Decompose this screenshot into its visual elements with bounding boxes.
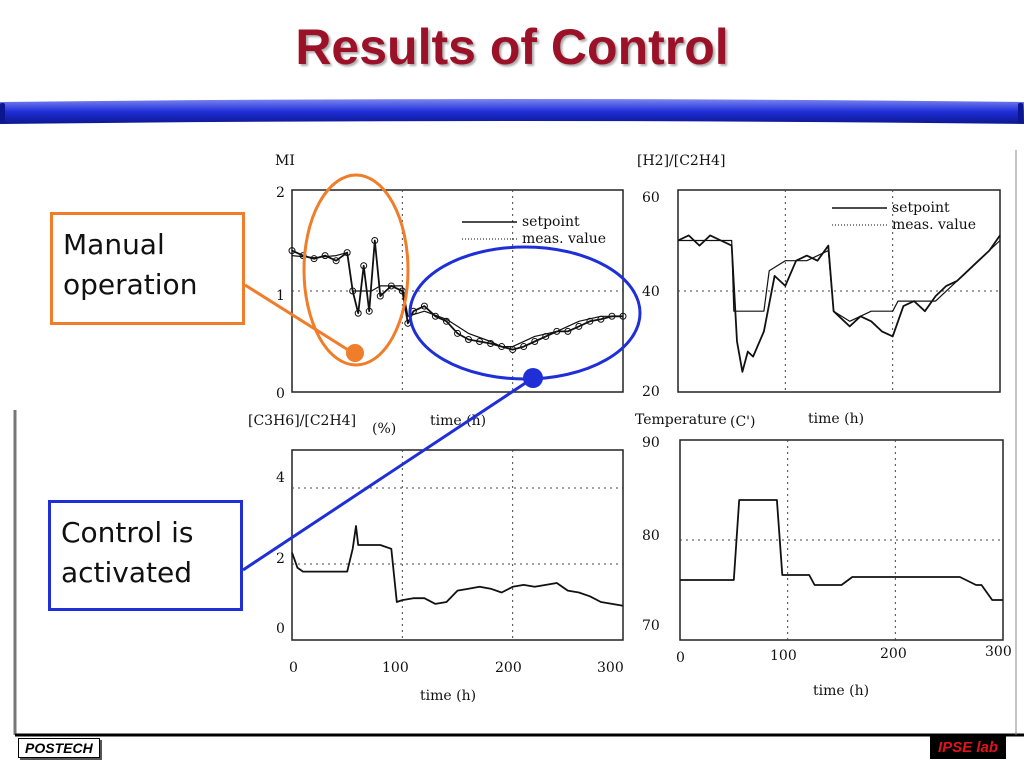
- chart-0-point-21: [476, 338, 484, 345]
- chart-2-ytick-0: 4: [276, 470, 285, 486]
- chart-0-point-25: [520, 343, 528, 351]
- chart-0-ytick-0: 2: [276, 185, 285, 201]
- chart-0-point-2: [310, 255, 318, 263]
- manual-operation-callout: Manual operation: [50, 212, 245, 325]
- chart-2-xtick-2: 200: [495, 660, 522, 676]
- slide-title: Results of Control: [295, 19, 729, 75]
- chart-3-unit: (C'): [730, 414, 755, 430]
- chart-2-series-0: [291, 525, 624, 607]
- chart-0-point-26: [531, 338, 539, 345]
- chart-0-point-5: [343, 249, 351, 257]
- chart-0-point-0: [288, 247, 296, 255]
- chart-1-legend-1: meas. value: [892, 217, 976, 233]
- chart-0-point-23: [498, 343, 506, 351]
- chart-3-ytick-1: 80: [642, 528, 660, 544]
- chart-0-point-7: [354, 309, 362, 317]
- chart-0-point-6: [349, 287, 357, 295]
- control-connector: [242, 376, 534, 572]
- chart-0-point-24: [509, 346, 517, 354]
- chart-0-ytick-2: 0: [276, 386, 285, 402]
- chart-0-point-28: [553, 327, 561, 335]
- chart-0-point-19: [454, 329, 461, 337]
- chart-0-point-32: [597, 315, 605, 323]
- chart-1-series-1: [677, 234, 1001, 373]
- chart-3-xtick-0: 0: [676, 650, 685, 666]
- manual-connector: [244, 283, 354, 355]
- chart-1-ytick-1: 40: [642, 284, 660, 300]
- chart-0-point-10: [371, 237, 379, 244]
- chart-0-point-3: [321, 252, 329, 260]
- postech-label: POSTECH: [18, 738, 100, 758]
- chart-0-point-9: [365, 307, 373, 315]
- chart-3-series-0: [680, 499, 1003, 601]
- chart-2-xtick-3: 300: [597, 660, 624, 676]
- chart-0-legend-1: meas. value: [522, 231, 606, 247]
- chart-0-point-18: [442, 317, 450, 325]
- chart-0-point-20: [465, 335, 473, 343]
- chart-0-point-29: [564, 327, 572, 335]
- chart-2-ytick-2: 0: [276, 621, 285, 637]
- chart-0-point-33: [608, 312, 616, 320]
- chart-3-ytick-0: 90: [642, 435, 660, 451]
- chart-3-xtick-1: 100: [770, 648, 797, 664]
- chart-0-ytick-1: 1: [276, 288, 285, 304]
- chart-0-point-30: [575, 322, 583, 330]
- chart-2-xlabel: time (h): [420, 688, 476, 704]
- chart-1-ytick-0: 60: [642, 190, 660, 206]
- chart-2-xtick-0: 0: [289, 660, 298, 676]
- chart-0-point-17: [431, 312, 439, 320]
- chart-0-point-22: [487, 340, 495, 348]
- chart-0-point-16: [420, 302, 428, 310]
- chart-2-title: [C3H6]/[C2H4]: [248, 413, 356, 429]
- chart-0-legend-0: setpoint: [522, 214, 580, 230]
- chart-3-ytick-2: 70: [642, 618, 660, 634]
- ipse-lab-label: IPSE lab: [929, 736, 1006, 759]
- chart-0-point-11: [376, 292, 384, 300]
- control-activated-callout: Control is activated: [48, 500, 243, 611]
- chart-0-series-1: [291, 239, 623, 351]
- control-ellipse: [408, 245, 642, 381]
- chart-2-xtick-1: 100: [382, 660, 409, 676]
- chart-2-unit: (%): [372, 421, 396, 437]
- chart-3-xtick-3: 300: [985, 644, 1012, 660]
- chart-0-point-34: [619, 312, 627, 320]
- chart-0-point-31: [586, 317, 594, 325]
- chart-0-point-27: [542, 332, 550, 340]
- chart-1-title: [H2]/[C2H4]: [637, 153, 725, 169]
- chart-0-point-4: [332, 257, 340, 265]
- chart-1-xlabel: time (h): [808, 411, 864, 427]
- chart-1-ytick-2: 20: [642, 384, 660, 400]
- chart-1-series-0: [678, 239, 1001, 322]
- chart-3-xtick-2: 200: [880, 646, 907, 662]
- header-bar-left-cap: [0, 103, 5, 123]
- chart-0-point-8: [360, 262, 368, 270]
- chart-0-title: MI: [275, 153, 295, 169]
- manual-ellipse: [302, 173, 410, 367]
- header-bar: [0, 99, 1024, 124]
- control-dot: [523, 368, 543, 388]
- header-bar-right-cap: [1018, 103, 1023, 123]
- chart-2-ytick-1: 2: [276, 551, 285, 567]
- manual-dot: [346, 344, 364, 362]
- chart-1-legend-0: setpoint: [892, 200, 950, 216]
- chart-0-point-12: [387, 282, 395, 290]
- chart-2-frame: [291, 449, 624, 641]
- chart-3-xlabel: time (h): [813, 683, 869, 699]
- chart-3-title: Temperature: [635, 412, 727, 428]
